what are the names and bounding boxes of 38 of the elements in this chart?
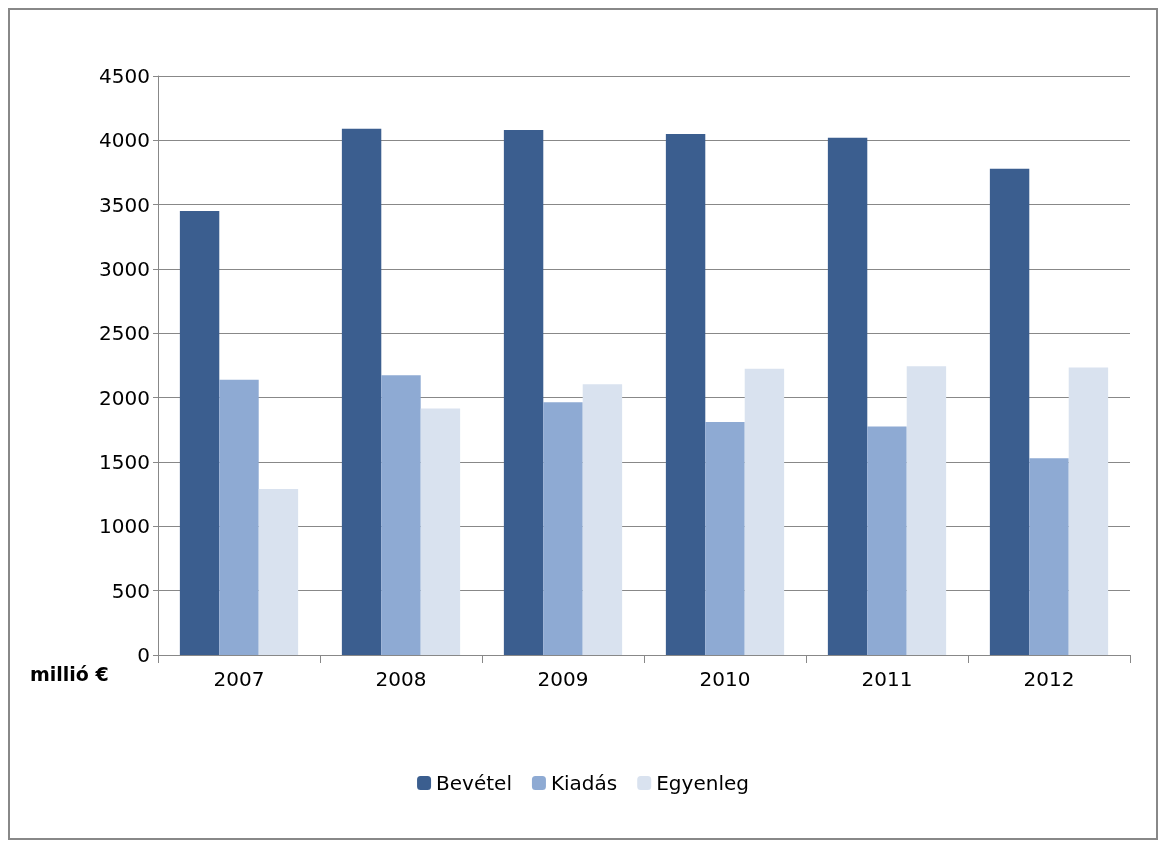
x-tick-label: 2009 [537, 667, 589, 691]
x-tick-label: 2010 [699, 667, 751, 691]
bar [503, 130, 544, 655]
bar [867, 426, 907, 655]
bar [543, 402, 583, 655]
bar [219, 379, 259, 655]
y-tick-label: 4500 [99, 64, 150, 88]
y-tick-label: 3500 [99, 192, 150, 217]
bar [705, 422, 745, 655]
bar [827, 137, 868, 655]
y-axis-title: millió € [30, 662, 109, 685]
x-tick-label: 2007 [213, 667, 265, 691]
y-tick-label: 2000 [99, 385, 150, 410]
bar [906, 366, 947, 655]
bar [258, 489, 299, 655]
bar [1029, 458, 1069, 655]
bar [1068, 367, 1109, 655]
bar [665, 133, 706, 655]
bar [744, 368, 785, 655]
bar [179, 211, 220, 655]
bar [341, 128, 382, 655]
x-tick-label: 2012 [1023, 667, 1075, 691]
y-tick-label: 0 [137, 643, 150, 667]
y-tick-label: 1500 [99, 450, 150, 474]
y-tick-label: 3000 [99, 257, 150, 281]
legend-label: Bevétel [436, 771, 512, 795]
x-tick-label: 2011 [861, 667, 913, 691]
bar [989, 168, 1030, 655]
y-tick-label: 1000 [99, 514, 150, 539]
bar [381, 375, 421, 655]
y-tick-label: 2500 [99, 321, 150, 346]
y-tick-label: 500 [111, 578, 150, 603]
legend-label: Egyenleg [656, 771, 749, 795]
y-tick-label: 4000 [99, 128, 150, 153]
legend-label: Kiadás [550, 771, 618, 795]
bar [582, 384, 623, 655]
x-tick-label: 2008 [375, 667, 427, 691]
bar [420, 408, 461, 655]
